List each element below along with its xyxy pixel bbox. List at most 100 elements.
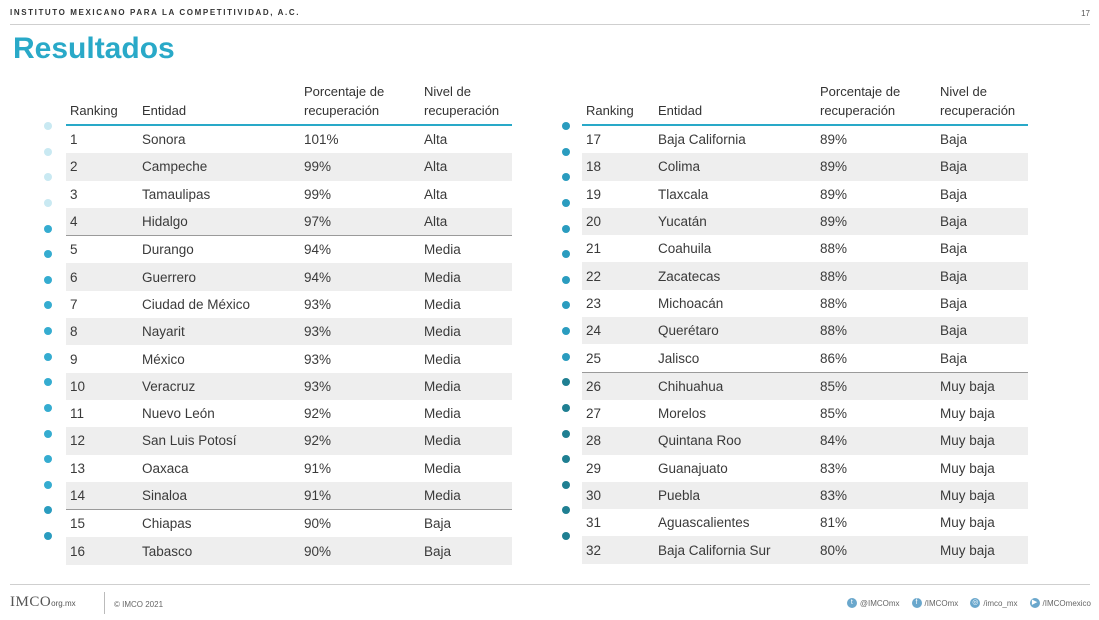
cell-level: Alta [424, 132, 448, 148]
table-body-right: 17 Baja California 89% Baja 18 Colima 89% Baja 1… [582, 125, 1028, 564]
level-dot [44, 301, 52, 310]
cell-percentage: 93% [300, 318, 420, 346]
cell-rank: 6 [66, 263, 138, 291]
cell-level: Alta [424, 186, 448, 202]
cell-level: Media [424, 351, 461, 367]
cell-rank: 8 [66, 318, 138, 346]
cell-level: Media [420, 372, 512, 400]
cell-level: Muy baja [940, 515, 995, 531]
cell-entity: Hidalgo [138, 207, 300, 236]
cell-rank: 23 [586, 295, 602, 311]
social-handle: /IMCOmexico [1042, 598, 1091, 608]
cell-percentage: 92% [304, 406, 332, 422]
cell-level: Baja [940, 295, 968, 311]
table-row: 10 Veracruz 93% Media [66, 372, 512, 400]
social-link[interactable]: ▶/IMCOmexico [1029, 598, 1091, 608]
col-nivel: Nivel de recuperación [420, 80, 512, 126]
table-row: 25 Jalisco 86% Baja [582, 344, 1028, 372]
page-title: Resultados [13, 32, 175, 65]
cell-entity: Colima [654, 153, 816, 181]
cell-level: Baja [936, 207, 1028, 236]
cell-percentage: 93% [304, 296, 332, 312]
cell-entity: Baja California Sur [654, 536, 816, 564]
page-number: 17 [1081, 9, 1090, 18]
cell-percentage: 89% [820, 132, 848, 148]
cell-level: Baja [420, 537, 512, 565]
cell-percentage: 83% [820, 460, 848, 476]
cell-level: Media [420, 427, 512, 455]
level-dot [44, 480, 52, 489]
social-link[interactable]: f/IMCOmx [911, 598, 958, 608]
cell-percentage: 90% [300, 509, 420, 538]
cell-level: Muy baja [940, 406, 995, 422]
level-dot [562, 198, 570, 207]
level-dot [44, 147, 52, 156]
table-header-row: Ranking Entidad Porcentaje de recuperaci… [66, 80, 512, 126]
cell-entity: Campeche [138, 153, 300, 181]
cell-rank: 7 [70, 296, 78, 312]
cell-level: Media [420, 481, 512, 510]
cell-percentage: 90% [300, 537, 420, 565]
cell-percentage: 84% [816, 427, 936, 455]
cell-entity: México [142, 351, 185, 367]
cell-entity: Chiapas [138, 509, 300, 538]
table-row: 1 Sonora 101% Alta [66, 125, 512, 153]
level-dot [562, 480, 570, 489]
cell-percentage: 81% [820, 515, 848, 531]
cell-rank: 15 [66, 509, 138, 538]
cell-rank: 19 [586, 186, 602, 202]
cell-entity: Michoacán [658, 295, 724, 311]
cell-level: Muy baja [940, 460, 995, 476]
cell-percentage: 92% [300, 427, 420, 455]
social-link[interactable]: t @IMCOmx [846, 598, 900, 608]
cell-level: Baja [940, 186, 968, 202]
cell-entity: Aguascalientes [658, 515, 750, 531]
cell-entity: Nayarit [138, 318, 300, 346]
table-row: 12 San Luis Potosí 92% Media [66, 427, 512, 455]
cell-rank: 10 [66, 372, 138, 400]
level-dot [44, 198, 52, 207]
cell-level: Media [420, 235, 512, 264]
cell-level: Muy baja [936, 481, 1028, 510]
table-row: 28 Quintana Roo 84% Muy baja [582, 427, 1028, 455]
youtube-icon: ▶ [1029, 598, 1040, 608]
table-row: 14 Sinaloa 91% Media [66, 481, 512, 510]
cell-rank: 28 [582, 427, 654, 455]
cell-rank: 12 [66, 427, 138, 455]
social-link[interactable]: ◎/imco_mx [970, 598, 1018, 608]
social-handle: /imco_mx [983, 598, 1018, 608]
logo-domain: org.mx [51, 599, 76, 608]
level-dot [44, 403, 52, 412]
cell-percentage: 91% [300, 481, 420, 510]
facebook-icon: f [911, 598, 922, 608]
cell-percentage: 94% [300, 263, 420, 291]
cell-rank: 4 [66, 207, 138, 236]
cell-entity: Ciudad de México [142, 296, 251, 312]
level-dot [562, 250, 570, 259]
level-dot [44, 173, 52, 182]
cell-level: Alta [420, 207, 512, 236]
cell-percentage: 88% [820, 295, 848, 311]
table-row: 3 Tamaulipas 99% Alta [66, 181, 512, 208]
cell-level: Baja [420, 509, 512, 538]
level-dot [44, 532, 52, 540]
level-dot [562, 327, 570, 335]
level-dot [44, 224, 52, 233]
cell-entity: San Luis Potosí [138, 427, 300, 455]
cell-entity: Tlaxcala [658, 186, 709, 202]
cell-level: Media [424, 460, 461, 476]
footer-separator [104, 592, 105, 614]
cell-percentage: 99% [304, 186, 332, 202]
cell-entity: Coahuila [658, 241, 712, 257]
level-dot [44, 378, 52, 387]
cell-rank: 27 [586, 406, 602, 422]
cell-percentage: 97% [300, 207, 420, 236]
cell-percentage: 86% [820, 350, 848, 366]
table-row: 18 Colima 89% Baja [582, 153, 1028, 181]
table-row: 22 Zacatecas 88% Baja [582, 262, 1028, 290]
cell-rank: 17 [586, 132, 602, 148]
level-dot [44, 429, 52, 438]
twitter-icon: t [846, 598, 857, 608]
cell-entity: Puebla [654, 481, 816, 510]
imco-logo[interactable]: IMCOorg.mx [10, 594, 76, 611]
